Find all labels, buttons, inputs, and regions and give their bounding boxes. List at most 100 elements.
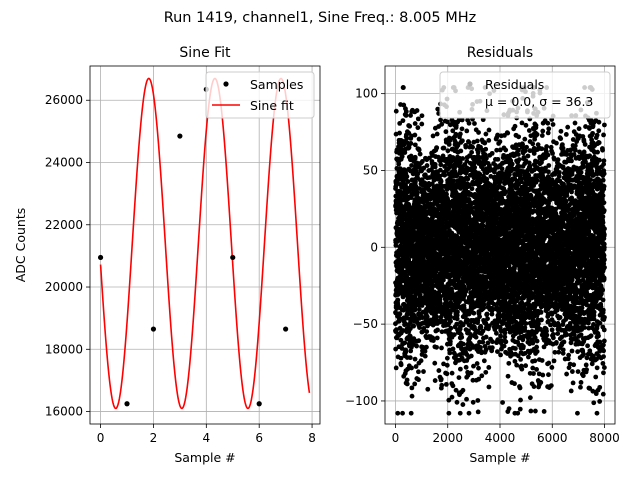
residual-point bbox=[464, 397, 469, 402]
residual-point bbox=[418, 152, 423, 157]
residual-point bbox=[467, 411, 472, 416]
residual-point bbox=[494, 331, 499, 336]
residual-point bbox=[490, 151, 495, 156]
residual-point bbox=[394, 366, 399, 371]
sample-point bbox=[124, 401, 129, 406]
legend-samples-marker bbox=[223, 81, 228, 86]
residual-point bbox=[467, 121, 472, 126]
residual-point bbox=[475, 139, 480, 144]
residual-point bbox=[475, 398, 480, 403]
residual-point bbox=[448, 339, 453, 344]
residual-point bbox=[476, 130, 481, 135]
residual-point bbox=[442, 146, 447, 151]
residual-point bbox=[460, 402, 465, 407]
residual-point bbox=[503, 331, 508, 336]
residual-point bbox=[420, 113, 425, 118]
sample-point bbox=[98, 255, 103, 260]
residual-point bbox=[517, 157, 522, 162]
residual-point bbox=[423, 349, 428, 354]
sine-fit-xtick-label: 2 bbox=[150, 431, 158, 445]
residual-point bbox=[498, 333, 503, 338]
sine-fit-xtick-label: 8 bbox=[308, 431, 316, 445]
residual-point bbox=[424, 345, 429, 350]
residual-point bbox=[447, 351, 452, 356]
residual-point bbox=[483, 370, 488, 375]
residual-point bbox=[417, 137, 422, 142]
residual-point bbox=[471, 400, 476, 405]
residual-point bbox=[413, 121, 418, 126]
residual-point bbox=[506, 361, 511, 366]
residuals-title: Residuals bbox=[467, 45, 533, 61]
residual-point bbox=[445, 356, 450, 361]
residual-point bbox=[476, 410, 481, 415]
residual-point bbox=[451, 347, 456, 352]
residual-point bbox=[518, 357, 523, 362]
residual-point bbox=[400, 154, 405, 159]
residual-point bbox=[470, 186, 475, 191]
residual-point bbox=[401, 85, 406, 90]
residual-point bbox=[409, 385, 414, 390]
residual-point bbox=[445, 363, 450, 368]
residual-point bbox=[458, 149, 463, 154]
residual-point bbox=[500, 400, 505, 405]
residual-point bbox=[503, 339, 508, 344]
residual-point bbox=[478, 345, 483, 350]
residual-point bbox=[410, 394, 415, 399]
residual-point bbox=[464, 365, 469, 370]
figure-suptitle: Run 1419, channel1, Sine Freq.: 8.005 MH… bbox=[164, 10, 477, 26]
residual-point bbox=[445, 148, 450, 153]
residual-point bbox=[404, 109, 409, 114]
residual-point bbox=[469, 370, 474, 375]
sine-fit-ylabel: ADC Counts bbox=[13, 208, 28, 283]
residual-point bbox=[419, 358, 424, 363]
sine-fit-ytick-label: 24000 bbox=[45, 156, 83, 170]
residual-point bbox=[518, 386, 523, 391]
residual-point bbox=[503, 148, 508, 153]
residual-point bbox=[439, 346, 444, 351]
residual-point bbox=[472, 165, 477, 170]
residual-point bbox=[436, 368, 441, 373]
residual-point bbox=[474, 335, 479, 340]
residual-point bbox=[425, 163, 430, 168]
residual-point bbox=[416, 116, 421, 121]
residual-point bbox=[409, 141, 414, 146]
residual-point bbox=[435, 132, 440, 137]
residual-point bbox=[461, 388, 466, 393]
residual-point bbox=[487, 128, 492, 133]
residual-point bbox=[520, 121, 525, 126]
residual-point bbox=[484, 177, 489, 182]
residual-point bbox=[447, 142, 452, 147]
residual-point bbox=[433, 162, 438, 167]
residual-point bbox=[435, 107, 440, 112]
residual-point bbox=[395, 411, 400, 416]
residual-point bbox=[472, 121, 477, 126]
sine-fit-legend: Samples Sine fit bbox=[206, 72, 314, 118]
residual-point bbox=[439, 377, 444, 382]
residual-point bbox=[402, 340, 407, 345]
residual-point bbox=[415, 190, 420, 195]
residual-point bbox=[476, 366, 481, 371]
residual-point bbox=[512, 381, 517, 386]
residual-point bbox=[498, 352, 503, 357]
residual-point bbox=[444, 129, 449, 134]
residual-point bbox=[484, 132, 489, 137]
residual-point bbox=[434, 145, 439, 150]
residual-point bbox=[431, 134, 436, 139]
residual-point bbox=[498, 139, 503, 144]
residual-point bbox=[408, 355, 413, 360]
residual-point bbox=[425, 314, 430, 319]
residual-point bbox=[413, 155, 418, 160]
residual-point bbox=[412, 308, 417, 313]
residual-point bbox=[486, 365, 491, 370]
residual-point bbox=[485, 312, 490, 317]
residual-point bbox=[516, 152, 521, 157]
residual-point bbox=[415, 108, 420, 113]
residual-point bbox=[439, 179, 444, 184]
residual-point bbox=[513, 346, 518, 351]
residual-point bbox=[405, 382, 410, 387]
residual-point bbox=[515, 411, 520, 416]
sine-fit-ytick-label: 22000 bbox=[45, 218, 83, 232]
sine-fit-ytick-label: 16000 bbox=[45, 405, 83, 419]
residual-point bbox=[401, 118, 406, 123]
residual-point bbox=[434, 314, 439, 319]
